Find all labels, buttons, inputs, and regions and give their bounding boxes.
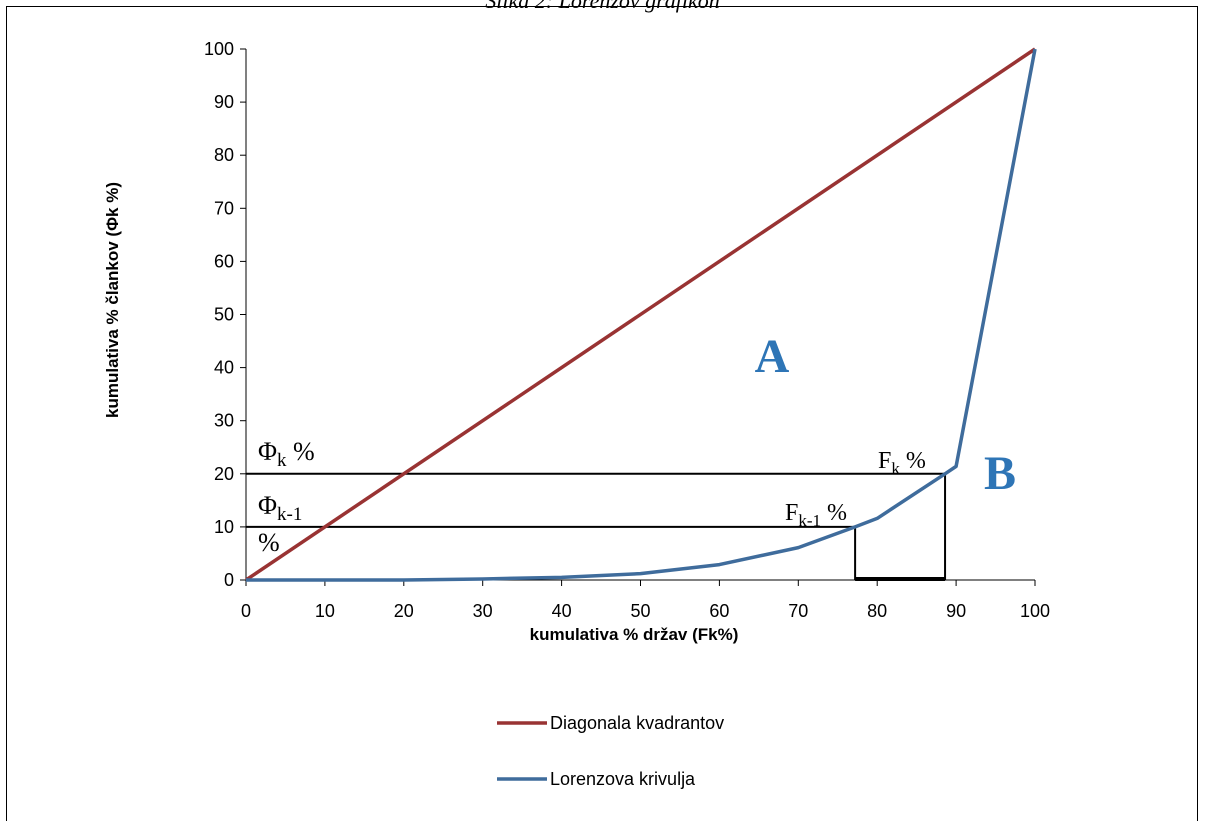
y-tick-label: 0 — [224, 570, 234, 590]
y-tick-label: 50 — [214, 305, 234, 325]
x-tick-label: 90 — [946, 601, 966, 621]
diagonal-series-line — [245, 47, 1036, 582]
phi-k1-percent: % — [258, 528, 280, 557]
x-tick-label: 40 — [552, 601, 572, 621]
guide-lines — [246, 472, 947, 581]
y-tick-label: 10 — [214, 517, 234, 537]
legend-label-1: Diagonala kvadrantov — [550, 713, 724, 733]
x-tick-label: 70 — [788, 601, 808, 621]
legend-label-2: Lorenzova krivulja — [550, 769, 696, 789]
y-tick-label: 20 — [214, 464, 234, 484]
y-tick-label: 100 — [204, 39, 234, 59]
series-lines — [245, 47, 1037, 582]
y-tick-label: 80 — [214, 145, 234, 165]
y-tick-label: 70 — [214, 198, 234, 218]
x-axis-title: kumulativa % držav (Fk%) — [530, 625, 739, 644]
legend: Diagonala kvadrantov Lorenzova krivulja — [497, 713, 724, 789]
y-axis-title: kumulativa % člankov (Φk %) — [103, 182, 122, 418]
f-k-label: Fk % — [878, 448, 926, 478]
x-tick-label: 60 — [709, 601, 729, 621]
axes: 0 10 20 30 40 50 60 70 80 90 100 0 10 20 30 40 50 60 70 80 9… — [103, 39, 1050, 644]
chart-frame — [6, 6, 1198, 821]
x-tick-label: 50 — [630, 601, 650, 621]
region-a-label: A — [755, 330, 790, 383]
x-tick-label: 0 — [241, 601, 251, 621]
x-tick-label: 20 — [394, 601, 414, 621]
y-tick-label: 30 — [214, 411, 234, 431]
x-tick-label: 10 — [315, 601, 335, 621]
x-tick-label: 80 — [867, 601, 887, 621]
region-b-label: B — [984, 447, 1016, 500]
y-tick-label: 90 — [214, 92, 234, 112]
y-tick-label: 60 — [214, 251, 234, 271]
x-tick-label: 30 — [473, 601, 493, 621]
annotations: Φk % Φk-1% Fk % Fk-1 % A B — [258, 330, 1016, 557]
lorenz-curve-line — [246, 48, 1037, 582]
phi-k1-label: Φk-1 — [258, 491, 302, 525]
f-k1-label: Fk-1 % — [785, 500, 847, 530]
phi-k-label: Φk % — [258, 437, 315, 471]
x-tick-label: 100 — [1020, 601, 1050, 621]
y-tick-label: 40 — [214, 358, 234, 378]
